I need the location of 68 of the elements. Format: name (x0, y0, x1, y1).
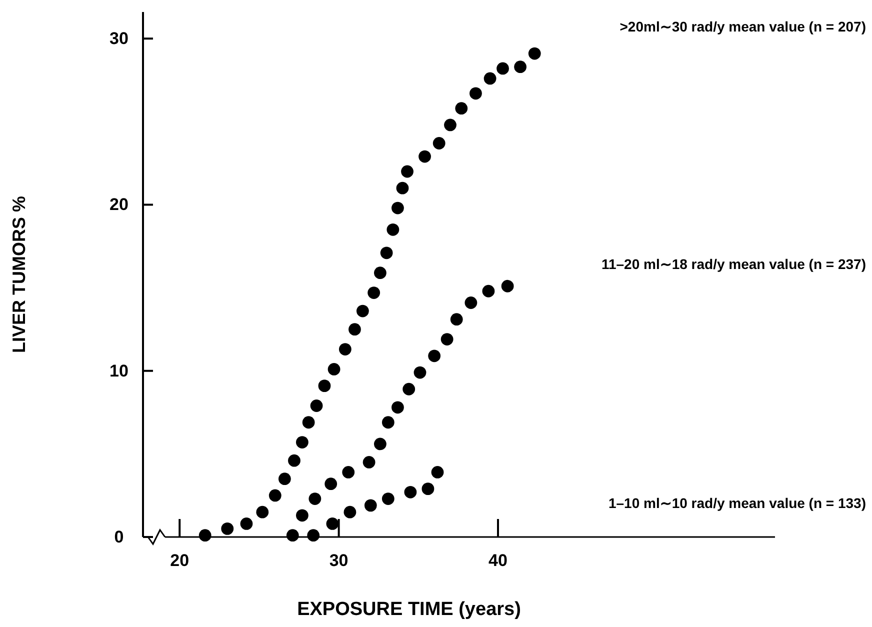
point (348, 323, 361, 336)
point (286, 529, 299, 542)
point (428, 350, 441, 362)
point (356, 304, 369, 318)
point (308, 492, 322, 505)
point (382, 416, 394, 429)
point (402, 382, 416, 396)
point (307, 529, 320, 542)
point (302, 416, 315, 429)
point (344, 506, 356, 518)
text: >20ml∼30 rad/y mean value (n = 207) (620, 18, 866, 35)
point (198, 529, 212, 542)
point (296, 436, 308, 448)
point (374, 266, 386, 280)
text: 1–10 ml∼10 rad/y mean value (n = 133) (608, 495, 866, 512)
point (455, 102, 468, 115)
point (386, 223, 400, 236)
point (368, 286, 380, 299)
point (414, 366, 426, 379)
y-tick-label: 30 (110, 29, 128, 48)
x-tick-label: 40 (488, 551, 508, 570)
point (484, 72, 496, 85)
point (450, 313, 463, 326)
point (268, 489, 282, 502)
text: 11–20 ml∼18 rad/y mean value (n = 237) (601, 256, 866, 272)
point (296, 509, 308, 522)
point (396, 182, 409, 194)
point (364, 499, 377, 512)
x-tick-label: 30 (329, 551, 348, 570)
point (440, 333, 454, 346)
point (392, 202, 404, 214)
point (501, 280, 514, 292)
point (338, 343, 352, 356)
point (422, 482, 434, 496)
point (326, 518, 339, 530)
point (514, 60, 526, 74)
point (240, 518, 253, 530)
x-tick-label: 20 (170, 551, 190, 570)
point (310, 400, 323, 412)
point (382, 492, 394, 505)
point (392, 401, 404, 414)
point (431, 466, 444, 478)
point (464, 296, 478, 309)
point (342, 466, 355, 478)
point (418, 150, 431, 163)
y-tick-label: 0 (114, 528, 124, 546)
point (528, 47, 541, 60)
point (401, 165, 414, 178)
point (432, 137, 446, 150)
point (482, 284, 495, 298)
point (278, 472, 291, 486)
point (221, 522, 234, 535)
y-tick-label: 10 (110, 361, 128, 380)
point (288, 454, 300, 467)
point (496, 62, 509, 75)
point (328, 363, 340, 376)
point (318, 380, 331, 392)
y-tick-label: 20 (110, 195, 128, 214)
point (256, 506, 269, 518)
point (324, 478, 338, 490)
point (374, 438, 386, 450)
point (444, 118, 456, 132)
x-axis-title: EXPOSURE TIME (years) (297, 599, 521, 620)
point (362, 456, 376, 468)
point (404, 486, 417, 498)
y-axis-title: LIVER TUMORS % (9, 196, 29, 354)
point (470, 87, 482, 100)
point (380, 246, 393, 260)
